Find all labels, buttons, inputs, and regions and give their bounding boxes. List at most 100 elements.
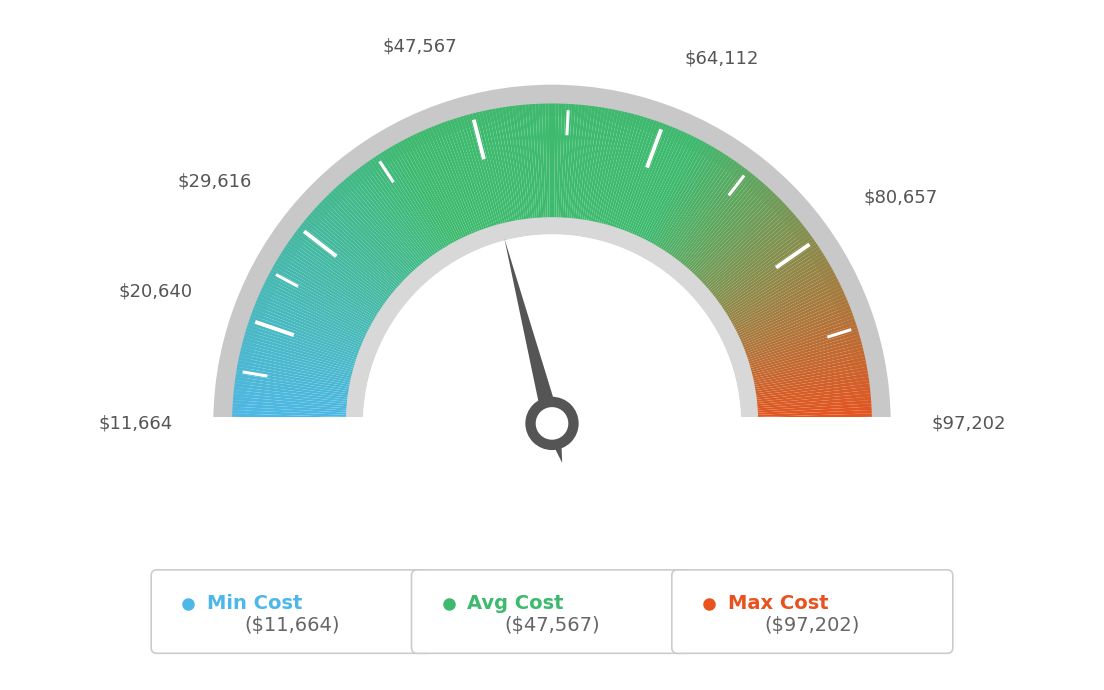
Text: Max Cost: Max Cost <box>728 594 828 613</box>
Wedge shape <box>741 331 859 368</box>
Wedge shape <box>233 393 355 407</box>
Wedge shape <box>234 390 355 405</box>
Wedge shape <box>576 106 595 228</box>
Wedge shape <box>716 246 820 316</box>
Wedge shape <box>338 184 422 277</box>
Wedge shape <box>418 131 471 244</box>
Wedge shape <box>640 137 698 247</box>
Text: Min Cost: Min Cost <box>208 594 302 613</box>
Wedge shape <box>720 255 826 321</box>
Wedge shape <box>301 222 399 301</box>
Wedge shape <box>372 157 443 260</box>
Wedge shape <box>272 266 380 328</box>
Wedge shape <box>673 170 751 268</box>
Wedge shape <box>750 410 872 417</box>
Wedge shape <box>636 134 691 246</box>
Wedge shape <box>644 140 703 249</box>
Wedge shape <box>381 152 448 257</box>
Wedge shape <box>712 235 813 309</box>
Wedge shape <box>664 159 734 261</box>
Wedge shape <box>437 124 484 239</box>
FancyBboxPatch shape <box>151 570 432 653</box>
Wedge shape <box>749 397 871 409</box>
Wedge shape <box>689 193 776 282</box>
Wedge shape <box>263 284 374 339</box>
Wedge shape <box>333 188 418 279</box>
Wedge shape <box>319 202 410 288</box>
Wedge shape <box>581 107 602 228</box>
Wedge shape <box>264 281 375 337</box>
Wedge shape <box>529 104 540 226</box>
Wedge shape <box>746 367 868 391</box>
Wedge shape <box>416 132 469 245</box>
Wedge shape <box>406 137 464 247</box>
Wedge shape <box>257 297 371 347</box>
Wedge shape <box>343 179 424 274</box>
Wedge shape <box>275 261 382 324</box>
Wedge shape <box>597 112 628 232</box>
Wedge shape <box>378 153 446 257</box>
Wedge shape <box>562 104 572 226</box>
Wedge shape <box>693 199 783 286</box>
Wedge shape <box>742 334 860 371</box>
Wedge shape <box>253 306 369 353</box>
Wedge shape <box>428 127 477 242</box>
Wedge shape <box>466 115 501 233</box>
Wedge shape <box>422 130 474 243</box>
Wedge shape <box>552 104 555 226</box>
Wedge shape <box>741 328 858 366</box>
Wedge shape <box>732 290 845 343</box>
Wedge shape <box>386 148 452 255</box>
Wedge shape <box>340 181 423 275</box>
Wedge shape <box>232 413 354 420</box>
Wedge shape <box>655 150 721 255</box>
Wedge shape <box>252 308 368 355</box>
Wedge shape <box>284 246 388 316</box>
Wedge shape <box>295 230 394 306</box>
Wedge shape <box>698 207 789 291</box>
Wedge shape <box>240 351 360 380</box>
Wedge shape <box>270 269 379 330</box>
Wedge shape <box>367 161 439 262</box>
Wedge shape <box>291 235 392 309</box>
Wedge shape <box>244 334 362 371</box>
Wedge shape <box>603 115 638 233</box>
Wedge shape <box>650 146 715 253</box>
Wedge shape <box>246 328 363 366</box>
Text: $11,664: $11,664 <box>98 415 172 433</box>
Wedge shape <box>747 373 869 395</box>
Wedge shape <box>733 293 846 345</box>
Wedge shape <box>258 293 371 345</box>
Wedge shape <box>242 344 361 376</box>
Wedge shape <box>623 125 670 239</box>
Wedge shape <box>690 195 778 284</box>
Wedge shape <box>265 278 376 335</box>
Text: $20,640: $20,640 <box>119 282 193 301</box>
Text: ($11,664): ($11,664) <box>244 616 339 635</box>
Wedge shape <box>573 106 588 227</box>
Wedge shape <box>354 226 750 424</box>
Wedge shape <box>728 278 839 335</box>
Wedge shape <box>456 117 495 235</box>
Wedge shape <box>389 146 454 253</box>
Wedge shape <box>699 209 792 293</box>
Wedge shape <box>665 161 737 262</box>
Wedge shape <box>232 410 354 417</box>
Wedge shape <box>750 406 872 415</box>
Wedge shape <box>743 344 862 376</box>
Wedge shape <box>232 406 354 415</box>
Wedge shape <box>321 199 411 286</box>
Wedge shape <box>615 120 657 237</box>
Wedge shape <box>719 252 824 319</box>
Wedge shape <box>450 119 491 236</box>
Wedge shape <box>432 126 479 241</box>
Wedge shape <box>312 209 405 293</box>
Wedge shape <box>306 217 401 297</box>
Wedge shape <box>326 195 414 284</box>
Wedge shape <box>735 306 851 353</box>
Wedge shape <box>526 104 538 226</box>
Wedge shape <box>591 110 618 230</box>
Wedge shape <box>242 341 361 374</box>
Wedge shape <box>749 393 871 407</box>
Wedge shape <box>723 264 830 326</box>
